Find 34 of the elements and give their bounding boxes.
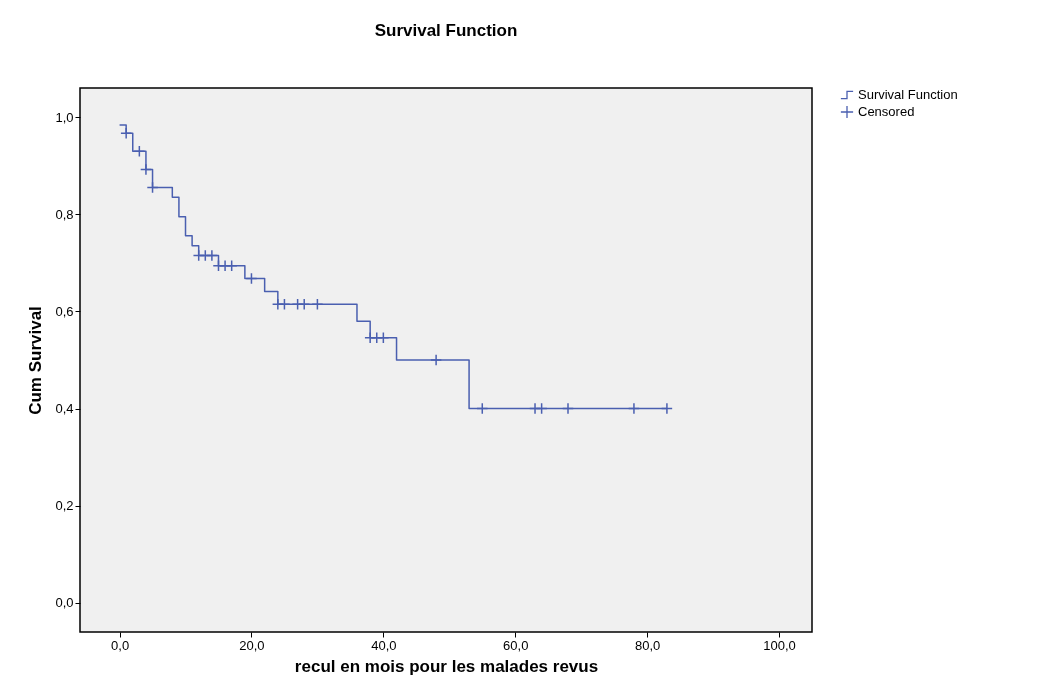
point — [627, 402, 640, 415]
point — [476, 402, 489, 415]
legend-label: Censored — [858, 104, 915, 119]
x-tick-label: 80,0 — [634, 637, 661, 653]
x-tick-label: 60,0 — [503, 637, 529, 653]
x-tick-label: 20,0 — [239, 637, 265, 653]
y-tick-label: 0,6 — [55, 303, 74, 319]
x-axis-title: recul en mois pour les malades revus — [294, 656, 599, 676]
y-tick-label: 0,4 — [55, 401, 74, 417]
point — [430, 354, 443, 366]
y-tick-label: 1,0 — [55, 109, 74, 125]
point — [139, 163, 152, 176]
point — [298, 298, 311, 311]
x-tick-label: 0,0 — [111, 637, 130, 653]
point — [311, 298, 324, 311]
point — [278, 298, 291, 311]
point — [535, 402, 548, 415]
point — [377, 331, 390, 344]
chart-title: Survival Function — [374, 21, 518, 40]
y-tick-label: 0,0 — [55, 595, 74, 611]
point — [205, 249, 218, 262]
y-tick-label: 0,8 — [55, 206, 74, 222]
point — [660, 402, 673, 415]
legend-label: Survival Function — [858, 87, 958, 102]
point — [120, 127, 133, 140]
point — [225, 259, 238, 272]
x-tick-label: 40,0 — [371, 637, 397, 653]
y-tick-label: 0,2 — [55, 498, 74, 514]
point — [562, 402, 574, 415]
point — [133, 145, 146, 158]
y-axis-title: Cum Survival — [26, 306, 46, 415]
point — [245, 272, 258, 285]
x-tick-label: 100,0 — [763, 637, 796, 653]
point — [146, 181, 159, 194]
